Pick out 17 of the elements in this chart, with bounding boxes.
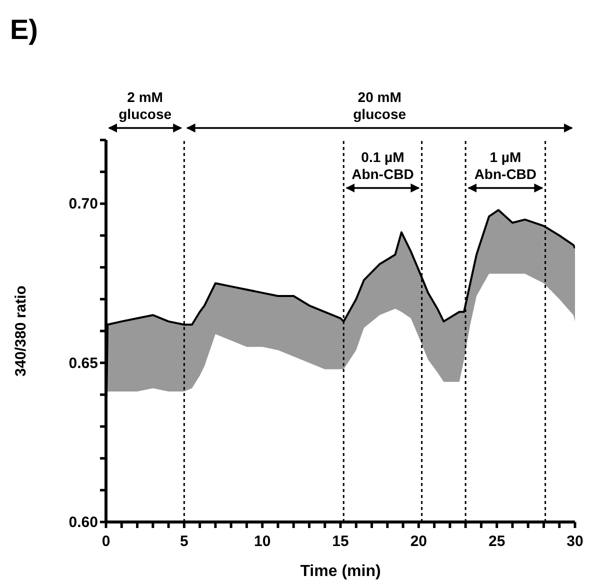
x-tick-label: 5 xyxy=(180,533,188,550)
annotation: 1 µM Abn-CBD xyxy=(474,149,537,182)
x-tick-label: 0 xyxy=(102,533,110,550)
x-tick-label: 25 xyxy=(488,533,506,550)
x-tick-label: 10 xyxy=(254,533,271,550)
text: 2 mM glucose xyxy=(118,89,172,122)
annotation: 0.1 µM Abn-CBD xyxy=(352,149,414,182)
chart-title: E) xyxy=(10,14,38,46)
x-tick-label: 20 xyxy=(410,533,428,550)
text: 20 mM glucose xyxy=(353,89,406,122)
x-axis-title: Time (min) xyxy=(300,563,381,580)
y-tick-label: 0.70 xyxy=(68,196,98,213)
y-axis-title: 340/380 ratio xyxy=(12,286,30,376)
x-tick-label: 30 xyxy=(566,533,584,550)
x-tick-label: 15 xyxy=(332,533,349,550)
y-tick-label: 0.65 xyxy=(68,354,98,372)
y-tick-label: 0.60 xyxy=(68,514,98,531)
